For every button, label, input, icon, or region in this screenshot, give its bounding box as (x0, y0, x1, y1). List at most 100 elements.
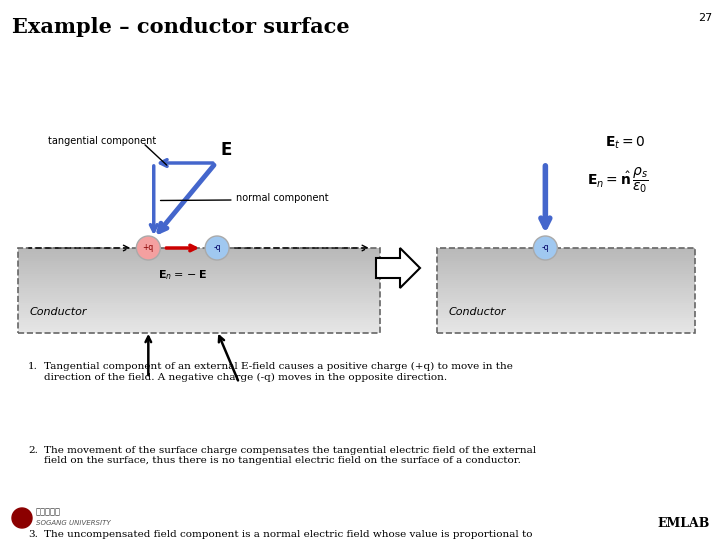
Bar (437, 311, 695, 314)
Bar (18, 290, 380, 293)
Bar (18, 279, 380, 282)
Bar (437, 292, 695, 295)
Bar (18, 267, 380, 269)
Bar (437, 273, 695, 275)
Bar (18, 292, 380, 295)
Bar (437, 326, 695, 329)
Bar (18, 271, 380, 273)
Bar (18, 286, 380, 288)
Bar (18, 315, 380, 318)
Bar (18, 258, 380, 261)
Bar (437, 279, 695, 282)
Bar (437, 330, 695, 333)
Bar (437, 290, 695, 293)
Text: 27: 27 (698, 13, 712, 23)
Bar (437, 324, 695, 327)
Bar (437, 318, 695, 320)
Bar (18, 269, 380, 272)
Bar (437, 284, 695, 286)
Bar (437, 328, 695, 331)
Text: $\mathbf{E}_n = -\mathbf{E}$: $\mathbf{E}_n = -\mathbf{E}$ (158, 268, 207, 282)
Bar (18, 303, 380, 306)
Text: 1.: 1. (28, 362, 38, 371)
Bar (18, 307, 380, 309)
Bar (437, 307, 695, 309)
Text: $\mathbf{E}_n = \hat{\mathbf{n}}\,\dfrac{\rho_s}{\varepsilon_0}$: $\mathbf{E}_n = \hat{\mathbf{n}}\,\dfrac… (587, 165, 648, 195)
Bar (437, 277, 695, 280)
Bar (437, 320, 695, 322)
Bar (18, 288, 380, 291)
Bar (18, 311, 380, 314)
Bar (437, 249, 695, 252)
Text: 서강대학교: 서강대학교 (36, 508, 61, 516)
Bar (18, 330, 380, 333)
Bar (18, 260, 380, 263)
Bar (18, 254, 380, 256)
Bar (437, 258, 695, 261)
Bar (437, 256, 695, 259)
Bar (18, 313, 380, 316)
Bar (18, 256, 380, 259)
Bar (18, 249, 380, 252)
Bar (18, 275, 380, 278)
Text: The uncompensated field component is a normal electric field whose value is prop: The uncompensated field component is a n… (44, 530, 533, 540)
Text: tangential component: tangential component (48, 136, 156, 146)
Bar (437, 262, 695, 265)
Bar (437, 299, 695, 301)
Bar (437, 294, 695, 297)
Bar (437, 254, 695, 256)
Bar (18, 294, 380, 297)
Circle shape (12, 508, 32, 528)
Bar (437, 286, 695, 288)
Bar (18, 296, 380, 299)
Bar (437, 301, 695, 303)
Bar (18, 309, 380, 312)
Bar (437, 248, 695, 333)
Bar (437, 303, 695, 306)
Bar (437, 269, 695, 272)
Bar (18, 273, 380, 275)
Bar (437, 247, 695, 250)
Bar (437, 281, 695, 284)
Bar (437, 313, 695, 316)
Bar (437, 260, 695, 263)
Bar (18, 305, 380, 307)
Bar (18, 301, 380, 303)
Text: +q: +q (143, 244, 154, 253)
Bar (437, 265, 695, 267)
Bar (437, 288, 695, 291)
Bar (437, 315, 695, 318)
Text: Conductor: Conductor (449, 307, 506, 317)
Bar (18, 252, 380, 254)
Text: normal component: normal component (235, 193, 328, 203)
Text: Conductor: Conductor (30, 307, 88, 317)
Bar (18, 247, 380, 250)
Bar (18, 326, 380, 329)
Bar (437, 271, 695, 273)
Bar (18, 324, 380, 327)
Text: 3.: 3. (28, 530, 38, 539)
Circle shape (534, 236, 557, 260)
Bar (437, 322, 695, 325)
Bar (18, 262, 380, 265)
Bar (18, 320, 380, 322)
Bar (437, 309, 695, 312)
Bar (18, 248, 380, 333)
Circle shape (205, 236, 229, 260)
Bar (437, 305, 695, 307)
Text: $\mathbf{E}$: $\mathbf{E}$ (220, 141, 232, 159)
Bar (18, 284, 380, 286)
Text: Example – conductor surface: Example – conductor surface (12, 17, 350, 37)
Text: $\mathbf{E}_t = 0$: $\mathbf{E}_t = 0$ (605, 135, 645, 151)
Bar (437, 267, 695, 269)
Bar (18, 299, 380, 301)
Text: -q: -q (541, 244, 549, 253)
Text: -q: -q (213, 244, 221, 253)
Text: SOGANG UNIVERSITY: SOGANG UNIVERSITY (36, 520, 111, 526)
Bar (18, 281, 380, 284)
Bar (437, 296, 695, 299)
Bar (18, 277, 380, 280)
Bar (437, 275, 695, 278)
Text: 2.: 2. (28, 446, 38, 455)
Bar (18, 265, 380, 267)
